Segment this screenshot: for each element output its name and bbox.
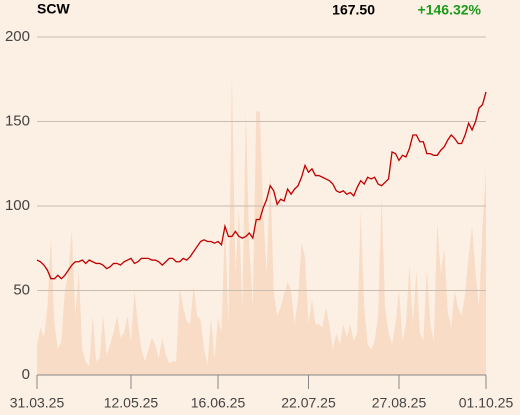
last-price: 167.50 bbox=[332, 2, 375, 18]
x-tick-label: 12.05.25 bbox=[104, 395, 159, 411]
x-tick-label: 27.08.25 bbox=[372, 395, 427, 411]
symbol: SCW bbox=[37, 1, 70, 17]
y-tick-label: 50 bbox=[13, 281, 30, 298]
x-tick-label: 22.07.25 bbox=[281, 395, 336, 411]
y-tick-label: 200 bbox=[5, 28, 30, 45]
volume-area bbox=[37, 74, 486, 376]
y-tick-label: 0 bbox=[22, 366, 30, 383]
price-line bbox=[36, 91, 487, 280]
x-tick-label: 01.10.25 bbox=[459, 395, 514, 411]
x-tick-label: 16.06.25 bbox=[191, 395, 246, 411]
y-tick-label: 150 bbox=[5, 112, 30, 129]
x-tick-label: 31.03.25 bbox=[10, 395, 65, 411]
change: +146.32% bbox=[418, 2, 482, 18]
y-tick-label: 100 bbox=[5, 197, 30, 214]
